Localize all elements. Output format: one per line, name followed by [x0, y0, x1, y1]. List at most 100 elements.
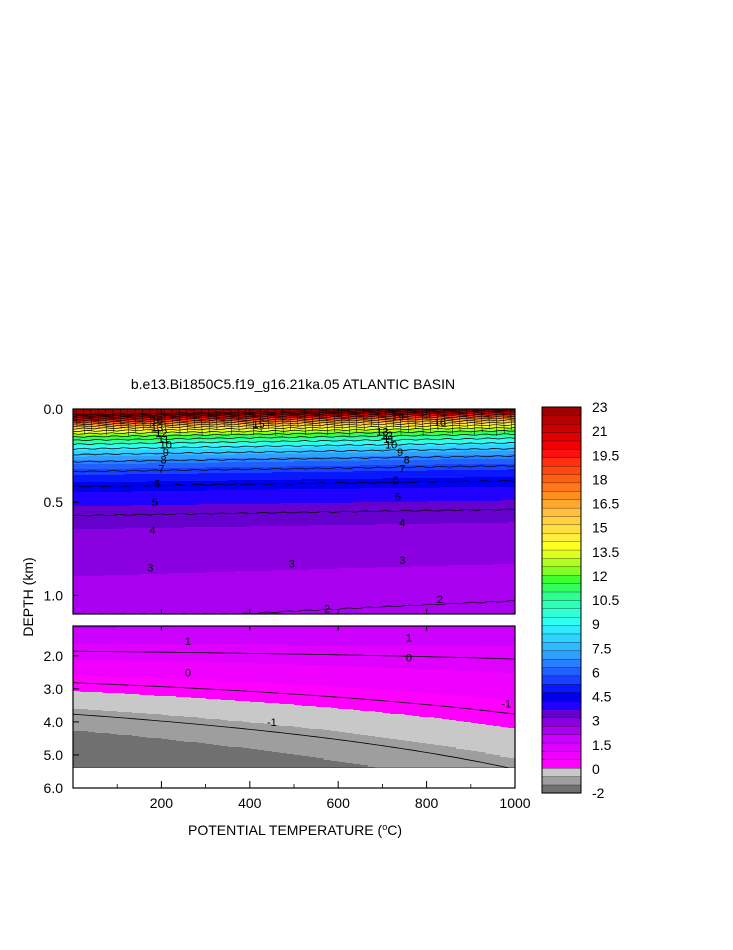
colorbar-swatch — [542, 441, 581, 450]
colorbar-label: 12 — [592, 568, 608, 584]
colorbar-swatch — [542, 575, 581, 584]
contour-label: 2 — [437, 594, 443, 606]
colorbar-swatch — [542, 759, 581, 768]
contour-label: 1 — [406, 633, 412, 645]
colorbar-swatch — [542, 701, 581, 710]
colorbar-label: 23 — [592, 399, 608, 415]
colorbar-swatch — [542, 734, 581, 743]
y-tick-label: 3.0 — [44, 681, 64, 697]
y-tick-label: 5.0 — [44, 747, 64, 763]
x-axis-label-prefix: POTENTIAL TEMPERATURE ( — [188, 822, 383, 838]
contour-label: 0 — [406, 652, 412, 664]
x-axis-label-suffix: C) — [387, 822, 402, 838]
colorbar-label: 6 — [592, 664, 600, 680]
colorbar-label: 0 — [592, 761, 600, 777]
colorbar-swatch — [542, 667, 581, 676]
colorbar-swatch — [542, 659, 581, 668]
colorbar-swatch — [542, 726, 581, 735]
colorbar-swatch — [542, 634, 581, 643]
lower-panel-fill — [73, 626, 516, 769]
y-tick-label: 6.0 — [44, 780, 64, 796]
x-tick-label: 600 — [327, 795, 351, 811]
colorbar-swatch — [542, 785, 581, 794]
colorbar-swatch — [542, 491, 581, 500]
colorbar-swatch — [542, 583, 581, 592]
colorbar-label: -2 — [592, 785, 605, 801]
y-axis-label: DEPTH (km) — [20, 557, 36, 636]
colorbar-swatch — [542, 449, 581, 458]
contour-label: 5 — [395, 492, 401, 504]
colorbar-label: 21 — [592, 423, 608, 439]
contour-label: 10 — [385, 439, 397, 451]
colorbar-swatch — [542, 600, 581, 609]
colorbar-swatch — [542, 499, 581, 508]
colorbar — [542, 407, 581, 793]
colorbar-swatch — [542, 415, 581, 424]
colorbar-swatch — [542, 768, 581, 777]
colorbar-label: 10.5 — [592, 592, 619, 608]
colorbar-swatch — [542, 608, 581, 617]
contour-label: 5 — [152, 497, 158, 509]
y-tick-label: 1.0 — [44, 587, 64, 603]
contour-label: 7 — [399, 464, 405, 476]
colorbar-swatch — [542, 457, 581, 466]
y-tick-label: 2.0 — [44, 648, 64, 664]
x-tick-label: 200 — [150, 795, 174, 811]
x-tick-label: 1000 — [499, 795, 530, 811]
colorbar-labels: 23 21 19.5 18 16.5 15 13.5 12 10.5 9 7.5 6 4.5 3 1.5 0 -… — [592, 399, 619, 801]
colorbar-swatch — [542, 743, 581, 752]
contour-label: 18 — [151, 415, 163, 427]
contour-label: -1 — [267, 717, 277, 729]
contour-label: 6 — [393, 475, 399, 487]
colorbar-label: 1.5 — [592, 737, 612, 753]
colorbar-label: 4.5 — [592, 689, 612, 705]
contour-label: 4 — [150, 525, 156, 537]
colorbar-label: 7.5 — [592, 640, 612, 656]
colorbar-label: 13.5 — [592, 544, 619, 560]
colorbar-swatch — [542, 407, 581, 416]
colorbar-swatch — [542, 466, 581, 475]
colorbar-swatch — [542, 424, 581, 433]
colorbar-swatch — [542, 516, 581, 525]
upper-panel-fill — [73, 409, 516, 615]
colorbar-label: 18 — [592, 471, 608, 487]
colorbar-swatch — [542, 617, 581, 626]
contour-label: 3 — [147, 562, 153, 574]
x-axis-label: POTENTIAL TEMPERATURE (oC) — [188, 822, 402, 838]
contour-label: 15 — [252, 419, 264, 431]
colorbar-swatch — [542, 625, 581, 634]
colorbar-swatch — [542, 642, 581, 651]
contour-label: 16 — [434, 417, 446, 429]
contour-label: 6 — [154, 479, 160, 491]
colorbar-swatch — [542, 684, 581, 693]
contour-label: 19 — [392, 412, 404, 424]
contour-label: 2 — [324, 603, 330, 615]
colorbar-swatch — [542, 692, 581, 701]
colorbar-label: 16.5 — [592, 496, 619, 512]
contour-label: 9 — [397, 447, 403, 459]
colorbar-label: 19.5 — [592, 447, 619, 463]
chart-title: b.e13.Bi1850C5.f19_g16.21ka.05 ATLANTIC … — [131, 376, 455, 392]
colorbar-swatch — [542, 717, 581, 726]
contour-label: 4 — [399, 518, 405, 530]
colorbar-swatch — [542, 533, 581, 542]
colorbar-swatch — [542, 483, 581, 492]
colorbar-swatch — [542, 776, 581, 785]
x-tick-label: 400 — [238, 795, 262, 811]
colorbar-label: 9 — [592, 616, 600, 632]
y-tick-label: 0.0 — [44, 401, 64, 417]
colorbar-swatch — [542, 592, 581, 601]
x-tick-label: 800 — [415, 795, 439, 811]
colorbar-swatch — [542, 550, 581, 559]
contour-label: 0 — [185, 667, 191, 679]
colorbar-swatch — [542, 751, 581, 760]
colorbar-swatch — [542, 524, 581, 533]
colorbar-swatch — [542, 474, 581, 483]
contour-label: -1 — [501, 699, 511, 711]
colorbar-swatch — [542, 709, 581, 718]
colorbar-label: 15 — [592, 520, 608, 536]
colorbar-label: 3 — [592, 713, 600, 729]
y-tick-label: 0.5 — [44, 494, 64, 510]
